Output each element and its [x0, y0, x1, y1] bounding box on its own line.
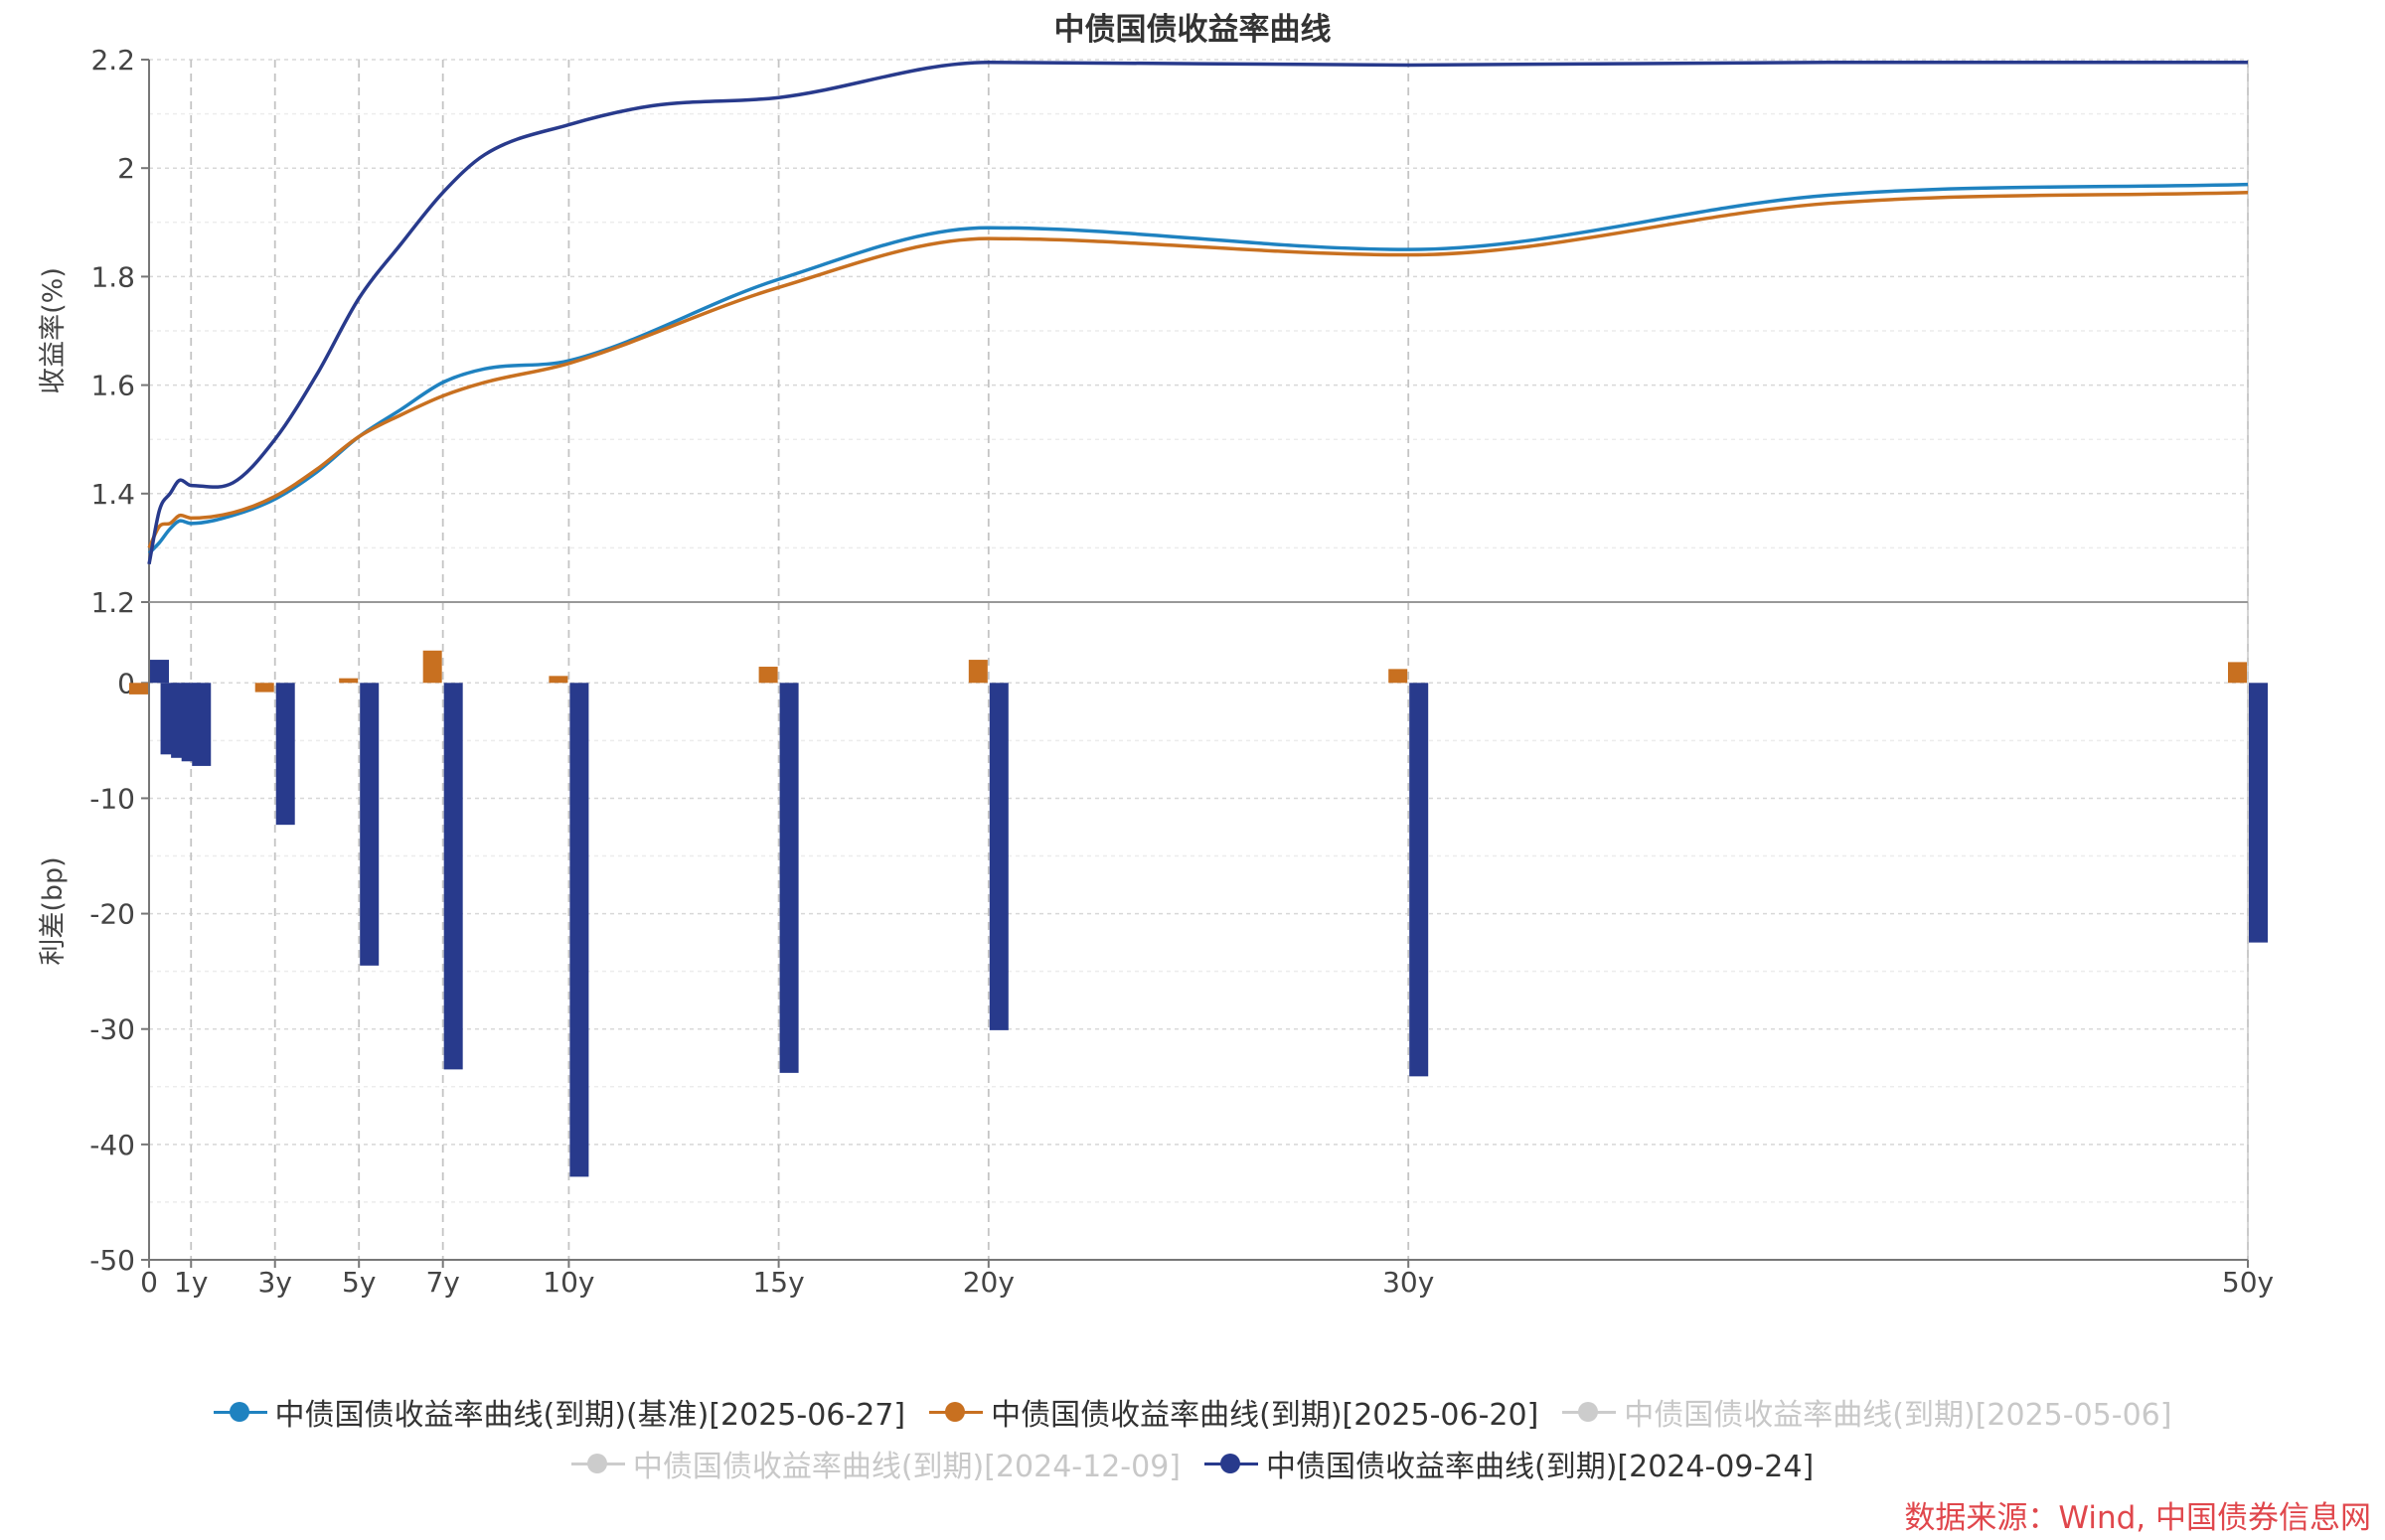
x-tick-label: 10y	[543, 1266, 594, 1299]
spread-bar	[758, 667, 778, 684]
spread-bar	[150, 660, 169, 684]
spread-bar	[1409, 683, 1429, 1077]
y-tick-label-bottom: -10	[89, 782, 135, 815]
chart-legend: 中债国债收益率曲线(到期)(基准)[2025-06-27] 中债国债收益率曲线(到…	[0, 1386, 2385, 1489]
spread-bar	[254, 683, 274, 693]
y-axis-title-bottom: 利差(bp)	[38, 856, 69, 965]
y-tick-label-top: 2	[117, 152, 135, 185]
spread-bar	[549, 676, 568, 684]
x-tick-label: 15y	[752, 1266, 804, 1299]
x-tick-label: 7y	[425, 1266, 459, 1299]
legend-marker-icon	[1204, 1454, 1258, 1473]
legend-marker-icon	[929, 1402, 984, 1422]
spread-bar	[275, 683, 295, 826]
legend-item[interactable]: 中债国债收益率曲线(到期)[2024-09-24]	[1204, 1442, 1814, 1485]
y-tick-label-bottom: -50	[89, 1244, 135, 1277]
chart-title: 中债国债收益率曲线	[1053, 12, 1332, 48]
spread-bar	[968, 660, 988, 684]
y-tick-label-top: 2.2	[90, 44, 135, 77]
data-source: 数据来源：Wind, 中国债券信息网	[1904, 1500, 2371, 1536]
y-tick-label-top: 1.2	[90, 586, 135, 619]
legend-row: 中债国债收益率曲线(到期)(基准)[2025-06-27] 中债国债收益率曲线(到…	[0, 1386, 2385, 1438]
yield-curve-line	[147, 182, 2249, 555]
x-tick-label: 0	[140, 1266, 158, 1299]
legend-label: 中债国债收益率曲线(到期)[2025-05-06]	[1624, 1398, 2172, 1433]
legend-item[interactable]: 中债国债收益率曲线(到期)(基准)[2025-06-27]	[213, 1390, 906, 1434]
legend-marker-icon	[1562, 1402, 1617, 1422]
spread-bar	[2249, 683, 2268, 943]
legend-item[interactable]: 中债国债收益率曲线(到期)[2025-05-06]	[1562, 1390, 2171, 1434]
y-tick-label-bottom: -40	[89, 1129, 135, 1161]
spread-bar	[2228, 662, 2247, 684]
x-tick-label: 30y	[1382, 1266, 1434, 1299]
legend-label: 中债国债收益率曲线(到期)(基准)[2025-06-27]	[274, 1398, 906, 1433]
x-tick-label: 3y	[258, 1266, 292, 1299]
yield-curve-chart: 1.21.41.61.822.20-10-20-30-40-500 1y 3y 5y 7…	[38, 44, 2274, 1299]
spread-bar	[422, 650, 442, 684]
legend-row: 中债国债收益率曲线(到期)[2024-12-09] 中债国债收益率曲线(到期)[2…	[0, 1438, 2385, 1489]
legend-marker-icon	[570, 1454, 625, 1473]
y-axis-title-top: 收益率(%)	[38, 267, 69, 394]
legend-marker-icon	[213, 1402, 267, 1422]
spread-bar	[779, 683, 799, 1073]
y-tick-label-top: 1.8	[90, 260, 135, 293]
y-tick-label-bottom: -20	[89, 898, 135, 931]
spread-bar	[1388, 669, 1408, 684]
yield-curve-line	[147, 60, 2248, 565]
legend-item[interactable]: 中债国债收益率曲线(到期)[2024-12-09]	[570, 1442, 1181, 1485]
spread-bar	[989, 683, 1009, 1030]
legend-label: 中债国债收益率曲线(到期)[2024-12-09]	[632, 1450, 1181, 1484]
yield-curve-line	[147, 191, 2249, 549]
spread-bar	[339, 678, 359, 684]
x-tick-label: 5y	[342, 1266, 376, 1299]
spread-bar	[192, 683, 212, 766]
x-tick-label: 1y	[174, 1266, 208, 1299]
legend-item[interactable]: 中债国债收益率曲线(到期)[2025-06-20]	[929, 1390, 1538, 1434]
spread-bar	[360, 683, 380, 966]
spread-bar	[129, 683, 148, 694]
legend-label: 中债国债收益率曲线(到期)[2024-09-24]	[1266, 1450, 1815, 1484]
y-tick-label-top: 1.6	[90, 370, 135, 402]
y-tick-label-top: 1.4	[90, 478, 135, 511]
spread-bar	[443, 683, 463, 1070]
legend-label: 中债国债收益率曲线(到期)[2025-06-20]	[991, 1398, 1539, 1433]
x-tick-label: 20y	[963, 1266, 1015, 1299]
x-tick-label: 50y	[2222, 1266, 2274, 1299]
spread-bar	[569, 683, 589, 1177]
y-tick-label-bottom: -30	[89, 1013, 135, 1046]
